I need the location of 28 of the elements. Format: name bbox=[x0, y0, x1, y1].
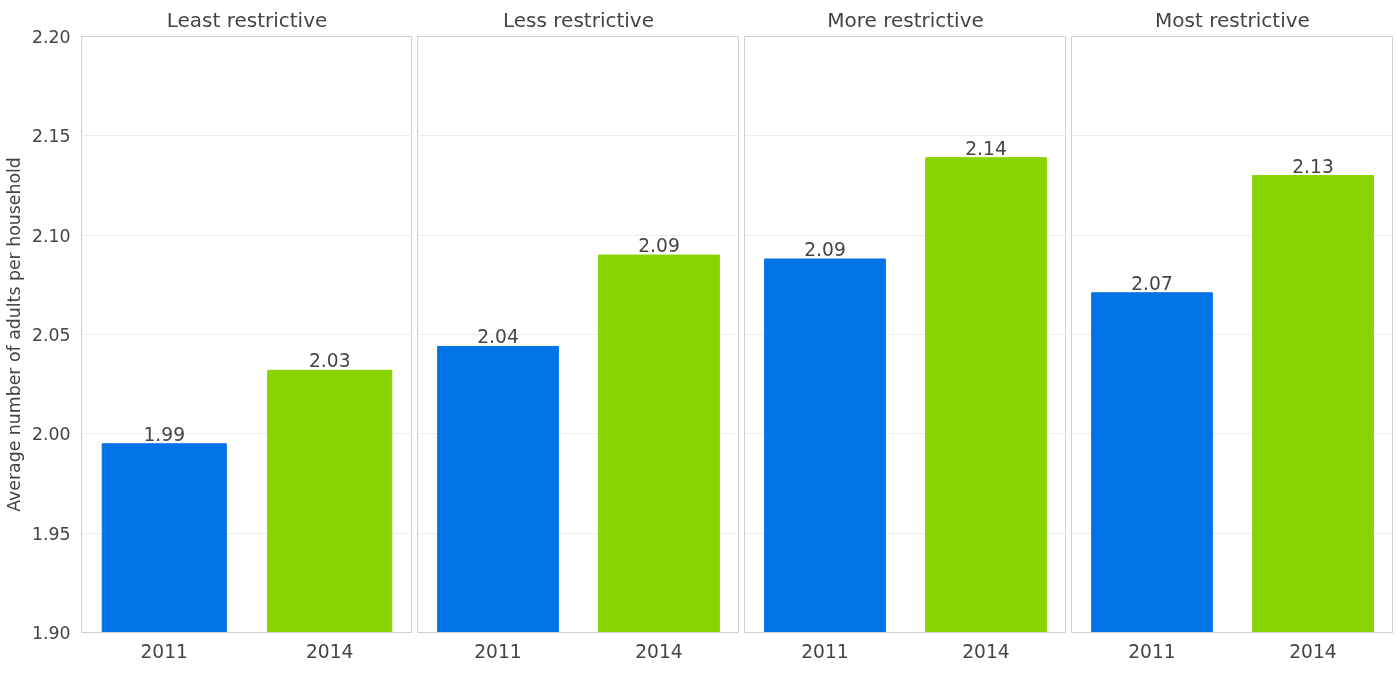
chart-title: More restrictive bbox=[827, 7, 984, 32]
y-tick-label: 2.15 bbox=[31, 126, 71, 147]
data-label: 2.09 bbox=[804, 239, 846, 261]
y-tick-label: 2.10 bbox=[31, 225, 71, 246]
y-tick-label: 1.90 bbox=[31, 623, 71, 643]
x-tick-label: 2014 bbox=[1289, 640, 1337, 662]
y-axis-title: Average number of adults per household bbox=[3, 157, 24, 512]
y-tick-label: 2.05 bbox=[31, 325, 71, 345]
chart-title: Least restrictive bbox=[166, 7, 328, 32]
x-tick-label: 2014 bbox=[635, 640, 683, 662]
x-tick-label: 2011 bbox=[1128, 640, 1176, 662]
data-label: 2.13 bbox=[1292, 155, 1334, 177]
x-tick-label: 2014 bbox=[306, 640, 354, 662]
data-label: 2.03 bbox=[308, 350, 351, 372]
x-tick-label: 2011 bbox=[801, 640, 849, 662]
x-tick-label: 2014 bbox=[962, 640, 1010, 662]
data-label: 2.04 bbox=[477, 326, 519, 348]
chart-title: Most restrictive bbox=[1155, 7, 1310, 32]
x-tick-label: 2011 bbox=[140, 640, 188, 662]
data-label: 1.99 bbox=[143, 423, 186, 445]
x-tick-label: 2011 bbox=[474, 640, 522, 662]
y-tick-label: 2.00 bbox=[31, 424, 71, 445]
data-label: 2.09 bbox=[638, 235, 680, 257]
data-label: 2.14 bbox=[965, 137, 1007, 159]
y-tick-label: 2.20 bbox=[31, 27, 71, 47]
chart-title: Less restrictive bbox=[503, 7, 654, 32]
data-label: 2.07 bbox=[1131, 272, 1173, 294]
y-tick-label: 1.95 bbox=[31, 523, 71, 544]
